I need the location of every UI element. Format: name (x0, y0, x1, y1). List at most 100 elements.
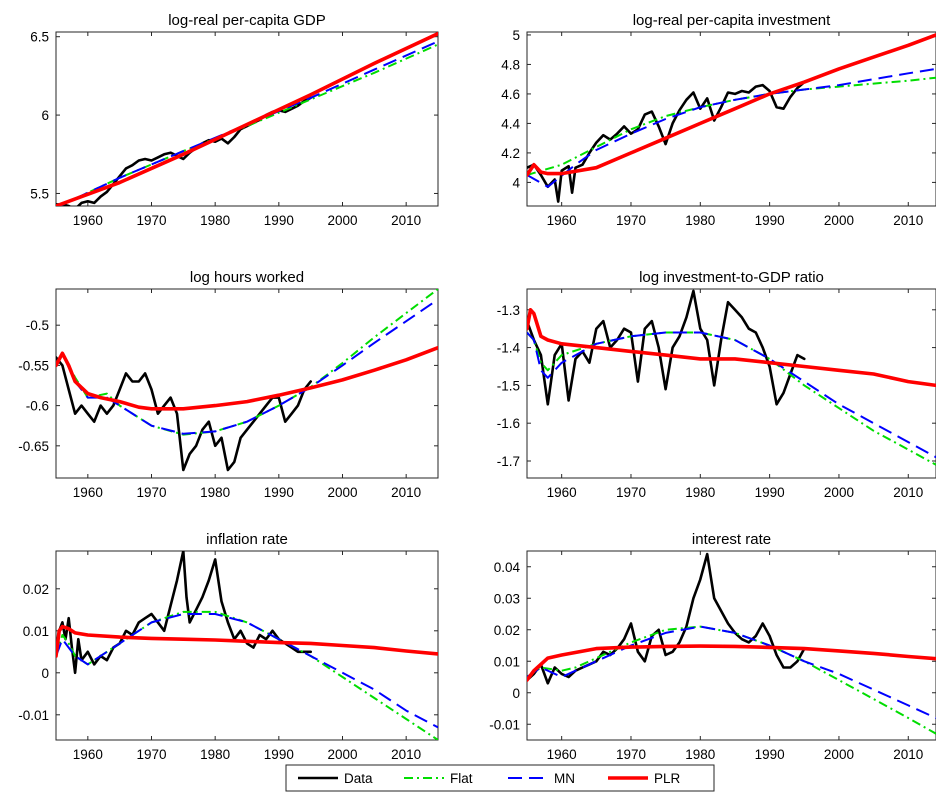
x-tick-label: 2000 (327, 485, 357, 500)
y-tick-label: -0.01 (18, 708, 49, 723)
legend-label-mn: MN (554, 771, 575, 786)
legend-label-flat: Flat (450, 771, 473, 786)
chart-panel-6: interest rate 1960 1970 1980 1990 2000 2010 -0.… (489, 531, 936, 762)
y-tick-label: -0.01 (489, 717, 520, 732)
y-tick-label: 0.02 (494, 623, 520, 638)
y-tick-label: -0.55 (18, 358, 49, 373)
y-tick-label: -1.4 (497, 341, 521, 356)
x-tick-label: 1960 (73, 485, 103, 500)
chart-panel-4: log investment-to-GDP ratio 1960 1970 1980 1… (497, 269, 936, 500)
x-tick-label: 2000 (327, 213, 357, 228)
x-tick-label: 1990 (264, 213, 294, 228)
x-tick-label: 1990 (755, 485, 785, 500)
chart-title: log hours worked (190, 269, 304, 286)
x-tick-label: 1970 (616, 213, 646, 228)
series-group (56, 551, 438, 740)
y-tick-label: 0.01 (23, 624, 49, 639)
series-line-mn (57, 40, 438, 206)
x-tick-label: 1970 (136, 213, 166, 228)
y-tick-label: 0.01 (494, 654, 520, 669)
x-tick-label: 1980 (685, 213, 715, 228)
series-line-plr (56, 345, 438, 411)
series-line-data (56, 356, 313, 472)
chart-panel-5: inflation rate 1960 1970 1980 1990 2000 2010 -0… (18, 531, 439, 762)
series-line-data (56, 551, 313, 675)
x-tick-label: 1960 (547, 213, 577, 228)
x-tick-label: 1980 (200, 747, 230, 762)
y-tick-label: 5.5 (30, 186, 49, 201)
x-tick-label: 1970 (136, 485, 166, 500)
x-tick-label: 2000 (824, 485, 854, 500)
series-line-plr (56, 32, 438, 206)
x-tick-label: 1970 (616, 485, 646, 500)
chart-title: inflation rate (206, 531, 288, 548)
x-tick-label: 2000 (824, 213, 854, 228)
x-tick-label: 1990 (755, 213, 785, 228)
x-tick-label: 2010 (893, 747, 923, 762)
axes-frame (526, 288, 936, 479)
series-group (527, 33, 936, 203)
y-tick-label: -1.7 (497, 454, 520, 469)
legend-label-data: Data (344, 771, 373, 786)
x-tick-label: 2010 (391, 213, 421, 228)
x-tick-label: 1980 (685, 747, 715, 762)
series-line-plr (527, 307, 936, 388)
y-tick-label: 0.02 (23, 582, 49, 597)
y-tick-label: 4 (512, 175, 520, 190)
x-tick-label: 2000 (824, 747, 854, 762)
y-tick-label: 4.8 (501, 57, 520, 72)
legend-label-plr: PLR (654, 771, 681, 786)
series-line-flat (527, 331, 936, 466)
y-tick-label: 6.5 (30, 30, 49, 45)
axes-frame (526, 31, 936, 207)
y-tick-label: -0.5 (26, 318, 49, 333)
series-line-mn (527, 625, 936, 719)
series-line-plr (527, 33, 936, 177)
x-tick-label: 1980 (200, 213, 230, 228)
series-group (56, 32, 438, 206)
x-tick-label: 1970 (136, 747, 166, 762)
x-tick-label: 2010 (893, 485, 923, 500)
y-tick-label: 0 (41, 666, 49, 681)
x-tick-label: 1980 (200, 485, 230, 500)
x-tick-label: 1990 (755, 747, 785, 762)
y-tick-label: -1.3 (497, 303, 520, 318)
chart-title: log investment-to-GDP ratio (639, 269, 824, 286)
chart-title: interest rate (692, 531, 771, 548)
y-tick-label: -0.6 (26, 399, 49, 414)
chart-title: log-real per-capita GDP (168, 12, 326, 29)
x-tick-label: 1960 (73, 747, 103, 762)
y-tick-label: -1.6 (497, 416, 520, 431)
series-line-data (527, 80, 806, 203)
chart-title: log-real per-capita investment (633, 12, 831, 29)
x-tick-label: 2010 (391, 747, 421, 762)
series-line-mn (527, 67, 936, 188)
y-tick-label: 4.2 (501, 146, 520, 161)
y-tick-label: 0 (512, 686, 520, 701)
series-group (56, 289, 438, 472)
series-line-plr (56, 624, 438, 658)
series-line-mn (56, 613, 438, 729)
y-tick-label: 5 (512, 28, 520, 43)
x-tick-label: 1990 (264, 747, 294, 762)
y-tick-label: 6 (41, 108, 49, 123)
series-line-data (527, 289, 806, 406)
x-tick-label: 1990 (264, 485, 294, 500)
y-tick-label: -1.5 (497, 378, 520, 393)
chart-panel-2: log-real per-capita investment 1960 1970 19… (501, 12, 936, 228)
x-tick-label: 1970 (616, 747, 646, 762)
x-tick-label: 1960 (547, 485, 577, 500)
axes-frame (55, 550, 439, 741)
legend: Data Flat MN PLR (285, 764, 715, 792)
series-line-mn (527, 331, 936, 459)
y-tick-label: 4.4 (501, 116, 520, 131)
x-tick-label: 1960 (547, 747, 577, 762)
x-tick-label: 2010 (893, 213, 923, 228)
y-tick-label: 4.6 (501, 87, 520, 102)
x-tick-label: 2000 (327, 747, 357, 762)
y-tick-label: -0.65 (18, 439, 49, 454)
chart-panel-1: log-real per-capita GDP 1960 1970 1980 1990 2… (30, 12, 439, 228)
series-line-flat (527, 625, 936, 735)
series-group (527, 552, 936, 735)
